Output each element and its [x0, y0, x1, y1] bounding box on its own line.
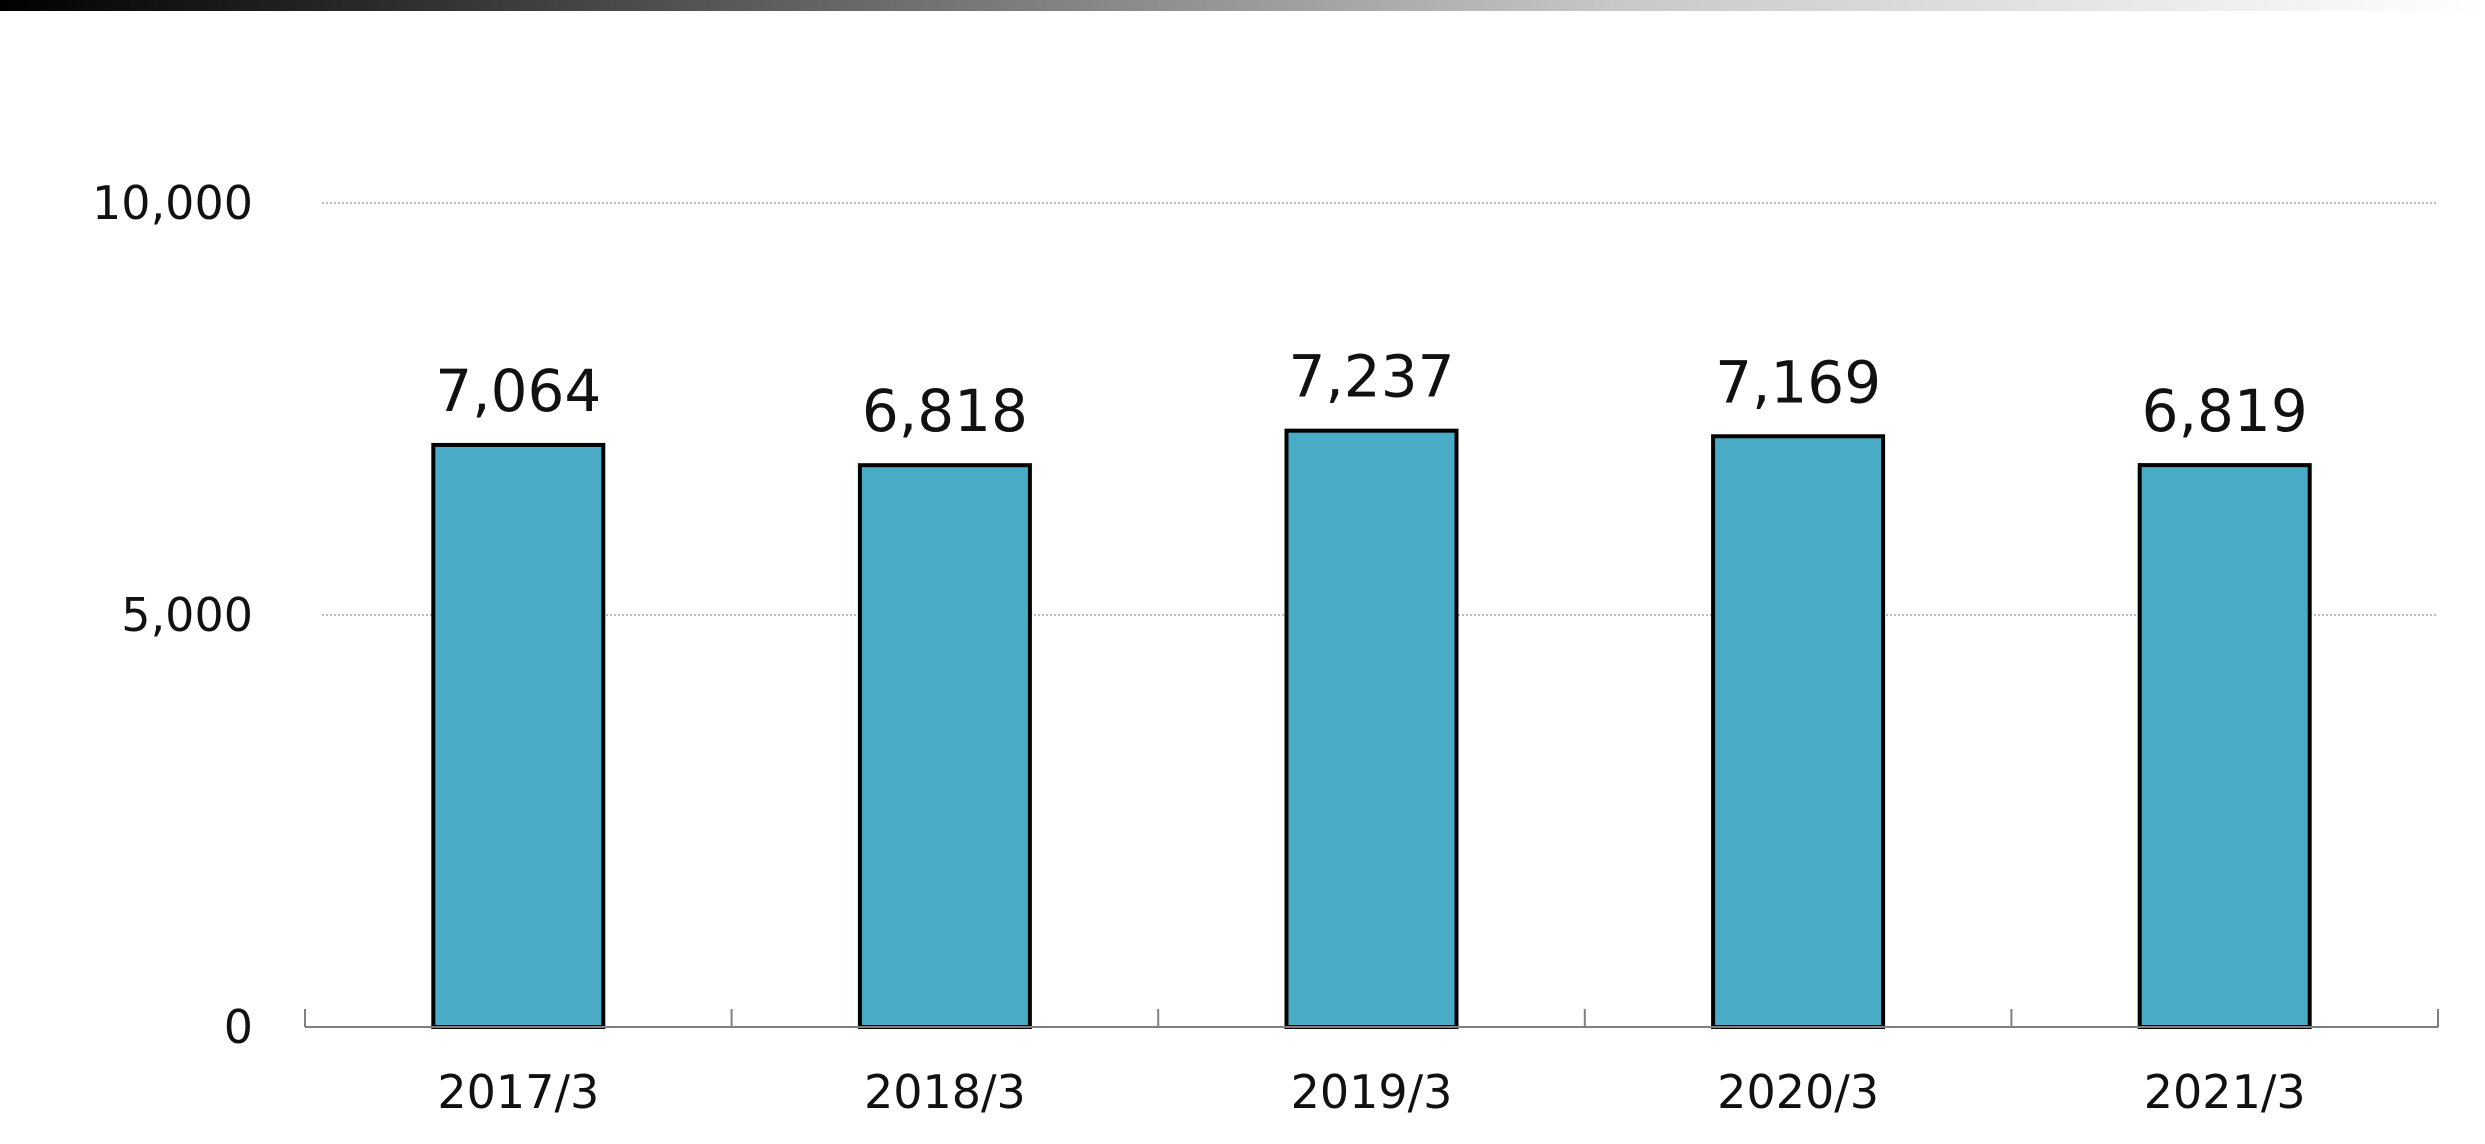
bar-2019-3 — [1284, 428, 1459, 1029]
bar-2021-3 — [2137, 463, 2312, 1030]
y-axis-tick-labels: 0 5,000 10,000 — [92, 176, 253, 1054]
x-tick-label: 2019/3 — [1291, 1065, 1453, 1119]
data-label: 6,819 — [2142, 377, 2308, 445]
x-axis-tick-labels: 2017/3 2018/3 2019/3 2020/3 2021/3 — [437, 1065, 2305, 1119]
y-tick-label: 10,000 — [92, 176, 253, 230]
data-label: 7,237 — [1288, 343, 1454, 411]
x-tick-label: 2020/3 — [1717, 1065, 1879, 1119]
x-tick-label: 2017/3 — [437, 1065, 599, 1119]
bar-2018-3 — [857, 463, 1032, 1030]
bar-2020-3 — [1711, 434, 1886, 1029]
x-tick-label: 2021/3 — [2144, 1065, 2306, 1119]
x-tick-label: 2018/3 — [864, 1065, 1026, 1119]
data-label: 7,169 — [1715, 348, 1881, 416]
header-gradient-bar — [0, 0, 2485, 11]
data-label: 7,064 — [435, 357, 601, 425]
y-tick-label: 5,000 — [121, 588, 253, 642]
data-label: 6,818 — [862, 377, 1028, 445]
y-tick-label: 0 — [224, 1000, 253, 1054]
x-axis — [304, 1009, 2439, 1028]
bars — [431, 428, 2312, 1030]
bar-2017-3 — [431, 442, 606, 1029]
data-labels: 7,064 6,818 7,237 7,169 6,819 — [435, 343, 2307, 446]
